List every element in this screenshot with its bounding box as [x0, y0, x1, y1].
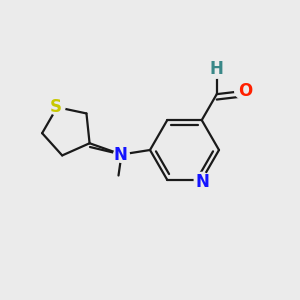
Circle shape — [210, 65, 224, 78]
Circle shape — [235, 84, 250, 99]
Text: N: N — [196, 173, 210, 191]
Text: S: S — [50, 98, 61, 116]
Text: H: H — [210, 60, 224, 78]
Circle shape — [49, 99, 65, 115]
Circle shape — [114, 147, 129, 162]
Circle shape — [194, 172, 209, 188]
Text: N: N — [114, 146, 128, 164]
Text: O: O — [238, 82, 252, 100]
